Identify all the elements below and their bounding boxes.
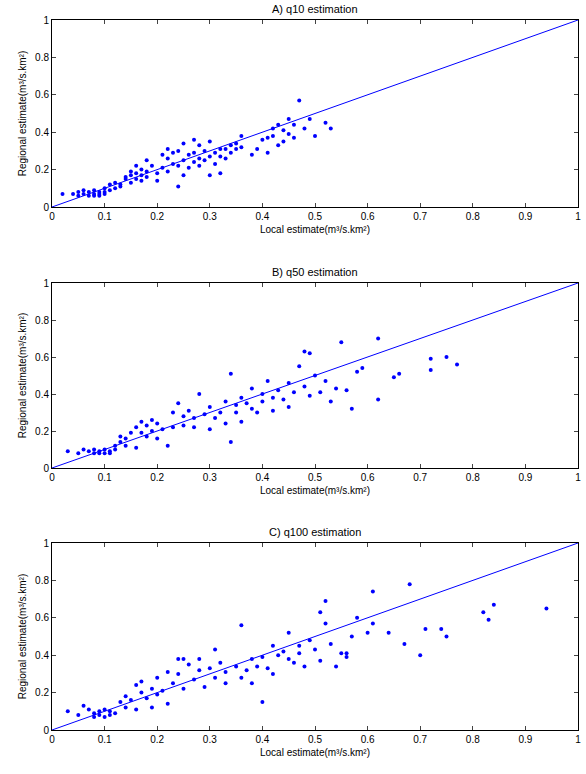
svg-text:0.4: 0.4 bbox=[255, 472, 269, 483]
svg-text:0.4: 0.4 bbox=[35, 389, 49, 400]
svg-text:1: 1 bbox=[43, 538, 49, 549]
svg-text:0.2: 0.2 bbox=[35, 687, 49, 698]
svg-text:1: 1 bbox=[575, 472, 581, 483]
svg-text:0.7: 0.7 bbox=[413, 472, 427, 483]
svg-text:0.5: 0.5 bbox=[308, 734, 322, 745]
svg-text:0.5: 0.5 bbox=[308, 211, 322, 222]
svg-text:0: 0 bbox=[43, 202, 49, 213]
svg-text:0.6: 0.6 bbox=[35, 612, 49, 623]
svg-text:0.8: 0.8 bbox=[466, 211, 480, 222]
svg-text:0.3: 0.3 bbox=[203, 734, 217, 745]
svg-text:1: 1 bbox=[43, 278, 49, 289]
svg-text:0.6: 0.6 bbox=[361, 472, 375, 483]
svg-text:0.8: 0.8 bbox=[35, 52, 49, 63]
svg-text:0.1: 0.1 bbox=[98, 472, 112, 483]
svg-text:0.9: 0.9 bbox=[518, 472, 532, 483]
svg-text:0.8: 0.8 bbox=[466, 734, 480, 745]
svg-text:1: 1 bbox=[575, 734, 581, 745]
svg-text:0.2: 0.2 bbox=[35, 426, 49, 437]
svg-text:1: 1 bbox=[575, 211, 581, 222]
svg-text:Regional estimate(m³/s.km²): Regional estimate(m³/s.km²) bbox=[17, 51, 28, 177]
svg-text:Regional estimate(m³/s.km²): Regional estimate(m³/s.km²) bbox=[17, 313, 28, 439]
svg-text:0.1: 0.1 bbox=[98, 734, 112, 745]
svg-text:0.2: 0.2 bbox=[35, 164, 49, 175]
svg-text:0.6: 0.6 bbox=[35, 89, 49, 100]
svg-text:Local estimate(m³/s.km²): Local estimate(m³/s.km²) bbox=[260, 485, 370, 496]
svg-text:0.2: 0.2 bbox=[150, 734, 164, 745]
svg-text:C) q100 estimation: C) q100 estimation bbox=[269, 526, 361, 538]
svg-text:0.6: 0.6 bbox=[361, 734, 375, 745]
svg-text:Local estimate(m³/s.km²): Local estimate(m³/s.km²) bbox=[260, 747, 370, 758]
svg-text:0: 0 bbox=[43, 463, 49, 474]
svg-text:0.8: 0.8 bbox=[466, 472, 480, 483]
svg-text:0.4: 0.4 bbox=[35, 650, 49, 661]
svg-text:0.7: 0.7 bbox=[413, 211, 427, 222]
svg-text:0.4: 0.4 bbox=[255, 211, 269, 222]
svg-text:A) q10 estimation: A) q10 estimation bbox=[272, 3, 358, 15]
svg-text:0.7: 0.7 bbox=[413, 734, 427, 745]
svg-text:0.4: 0.4 bbox=[255, 734, 269, 745]
svg-text:0.8: 0.8 bbox=[35, 315, 49, 326]
svg-text:Regional estimate(m³/s.km²): Regional estimate(m³/s.km²) bbox=[17, 574, 28, 700]
svg-text:0.9: 0.9 bbox=[518, 734, 532, 745]
svg-text:1: 1 bbox=[43, 15, 49, 26]
svg-text:0: 0 bbox=[49, 472, 55, 483]
svg-text:0.9: 0.9 bbox=[518, 211, 532, 222]
svg-text:0.6: 0.6 bbox=[361, 211, 375, 222]
svg-text:B) q50 estimation: B) q50 estimation bbox=[272, 266, 358, 278]
svg-text:0.4: 0.4 bbox=[35, 127, 49, 138]
svg-text:0.5: 0.5 bbox=[308, 472, 322, 483]
svg-text:Local estimate(m³/s.km²): Local estimate(m³/s.km²) bbox=[260, 224, 370, 235]
svg-text:0.2: 0.2 bbox=[150, 211, 164, 222]
svg-text:0.2: 0.2 bbox=[150, 472, 164, 483]
svg-text:0.3: 0.3 bbox=[203, 211, 217, 222]
svg-text:0.3: 0.3 bbox=[203, 472, 217, 483]
svg-text:0.8: 0.8 bbox=[35, 575, 49, 586]
svg-text:0.1: 0.1 bbox=[98, 211, 112, 222]
svg-text:0: 0 bbox=[49, 211, 55, 222]
svg-text:0.6: 0.6 bbox=[35, 352, 49, 363]
svg-text:0: 0 bbox=[49, 734, 55, 745]
svg-text:0: 0 bbox=[43, 725, 49, 736]
